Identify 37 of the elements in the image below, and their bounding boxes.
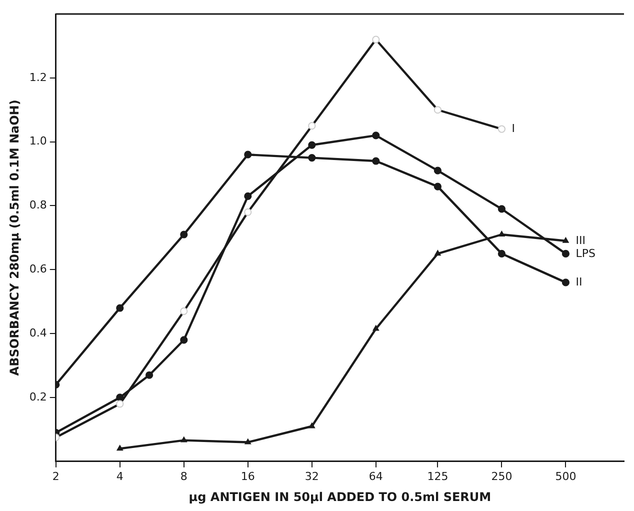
series-label: II bbox=[576, 275, 582, 288]
point bbox=[372, 325, 379, 331]
point bbox=[180, 436, 187, 442]
point bbox=[562, 237, 569, 243]
y-axis-title: ABSORBANCY 280mμ (0.5ml 0.1M NaOH) bbox=[7, 100, 22, 376]
x-tick-label: 8 bbox=[180, 470, 188, 483]
point bbox=[498, 231, 505, 237]
x-tick-label: 4 bbox=[116, 470, 124, 483]
point bbox=[180, 230, 188, 238]
point bbox=[308, 154, 316, 162]
x-tick-label: 500 bbox=[555, 470, 576, 483]
x-tick-label: 16 bbox=[240, 470, 255, 483]
point bbox=[116, 445, 123, 451]
point bbox=[434, 182, 442, 190]
y-tick-label: 0.6 bbox=[29, 262, 47, 276]
y-tick-label: 0.8 bbox=[29, 198, 47, 212]
x-tick-label: 32 bbox=[304, 470, 319, 483]
x-tick-label: 2 bbox=[52, 470, 60, 483]
point bbox=[498, 250, 506, 258]
series-label: I bbox=[512, 122, 515, 135]
y-tick-label: 1.2 bbox=[29, 70, 47, 84]
y-tick-label: 0.2 bbox=[29, 390, 47, 404]
x-tick-label: 64 bbox=[368, 470, 383, 483]
y-tick-label: 1.0 bbox=[29, 134, 47, 148]
point bbox=[434, 250, 441, 256]
x-tick-label: 125 bbox=[427, 470, 448, 483]
series-label: LPS bbox=[576, 246, 596, 260]
x-tick-label: 250 bbox=[491, 470, 512, 483]
x-axis-title: μg ANTIGEN IN 50μl ADDED TO 0.5ml SERUM bbox=[188, 490, 492, 504]
point bbox=[116, 304, 124, 312]
point bbox=[244, 438, 251, 444]
point bbox=[372, 157, 380, 165]
series-label: III bbox=[576, 234, 586, 247]
point bbox=[562, 278, 570, 286]
point bbox=[308, 422, 315, 428]
y-tick-label: 0.4 bbox=[29, 326, 47, 340]
point bbox=[244, 150, 252, 158]
